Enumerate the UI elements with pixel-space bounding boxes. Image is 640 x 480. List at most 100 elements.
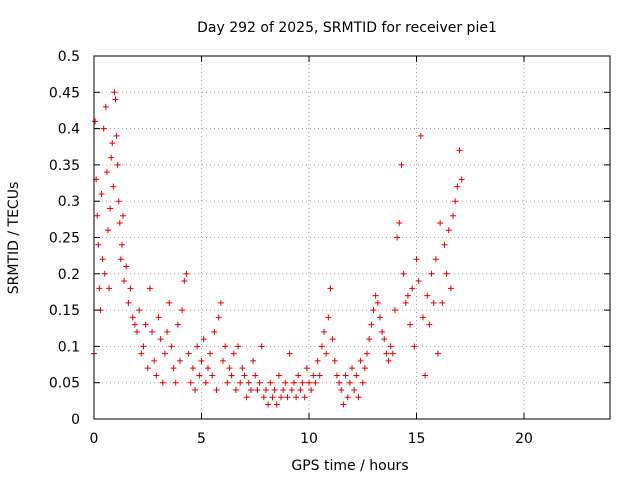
data-point	[402, 299, 409, 306]
data-point	[222, 343, 229, 350]
y-tick-label: 0.3	[58, 194, 80, 210]
data-point	[396, 219, 403, 226]
data-point	[316, 372, 323, 379]
data-point	[458, 176, 465, 183]
x-tick-label: 15	[408, 431, 426, 447]
data-point	[340, 401, 347, 408]
data-point	[280, 386, 287, 393]
data-point	[101, 270, 108, 277]
data-point	[428, 270, 435, 277]
data-point	[454, 183, 461, 190]
data-point	[102, 103, 109, 110]
data-point	[258, 343, 265, 350]
data-point	[106, 285, 113, 292]
data-point	[273, 401, 280, 408]
data-point	[140, 343, 147, 350]
data-point	[217, 299, 224, 306]
data-point	[161, 350, 168, 357]
data-point	[209, 372, 216, 379]
data-point	[115, 198, 122, 205]
data-point	[437, 219, 444, 226]
data-point	[207, 350, 214, 357]
data-point	[98, 190, 105, 197]
data-point	[422, 372, 429, 379]
data-point	[413, 256, 420, 263]
x-tick-label: 10	[300, 431, 318, 447]
data-point	[372, 292, 379, 299]
data-point	[254, 386, 261, 393]
data-point	[282, 379, 289, 386]
data-point	[389, 350, 396, 357]
data-point	[118, 241, 125, 248]
data-point	[113, 132, 120, 139]
data-point	[99, 256, 106, 263]
data-point	[314, 357, 321, 364]
data-point	[398, 161, 405, 168]
data-point	[387, 343, 394, 350]
data-point	[417, 132, 424, 139]
data-point	[250, 357, 257, 364]
data-point	[123, 263, 130, 270]
data-point	[239, 365, 246, 372]
data-point	[200, 336, 207, 343]
data-point	[290, 379, 297, 386]
plot-frame	[93, 55, 611, 420]
data-point	[149, 328, 156, 335]
data-point	[271, 386, 278, 393]
data-point	[136, 307, 143, 314]
data-point	[323, 350, 330, 357]
data-point	[110, 183, 117, 190]
data-point	[368, 321, 375, 328]
data-point	[321, 328, 328, 335]
data-point	[177, 357, 183, 364]
data-point	[230, 350, 237, 357]
data-point	[116, 219, 123, 226]
x-tick-label: 5	[197, 431, 206, 447]
data-point	[327, 285, 334, 292]
data-point	[247, 386, 254, 393]
data-point	[196, 372, 203, 379]
data-point	[318, 343, 325, 350]
data-point	[284, 394, 291, 401]
data-point	[450, 212, 457, 219]
data-point	[95, 241, 102, 248]
data-point	[385, 357, 392, 364]
data-point	[370, 307, 377, 314]
data-point	[224, 379, 231, 386]
data-point	[392, 307, 398, 314]
data-point	[329, 336, 336, 343]
data-point	[183, 270, 190, 277]
data-point	[299, 379, 306, 386]
data-point	[407, 321, 414, 328]
data-point	[189, 365, 196, 372]
data-point	[134, 328, 140, 335]
y-tick-label: 0.1	[58, 339, 80, 355]
data-point	[164, 328, 171, 335]
data-point	[155, 314, 162, 321]
data-point	[168, 343, 175, 350]
y-tick-label: 0	[71, 412, 80, 428]
data-point	[306, 379, 312, 386]
data-point	[220, 357, 226, 364]
data-point	[187, 379, 194, 386]
data-point	[278, 394, 285, 401]
data-point	[338, 386, 345, 393]
data-point	[364, 350, 371, 357]
data-point	[435, 350, 441, 357]
data-point	[202, 379, 209, 386]
data-point	[121, 278, 128, 285]
data-point	[297, 386, 304, 393]
data-point	[303, 365, 310, 372]
data-point	[424, 292, 431, 299]
x-tick-label: 20	[515, 431, 533, 447]
data-point	[107, 205, 114, 212]
data-point	[415, 278, 422, 285]
data-point	[376, 314, 383, 321]
y-tick-label: 0.5	[58, 49, 80, 65]
y-axis-label: SRMTID / TECUs	[6, 182, 22, 295]
data-point	[400, 270, 407, 277]
data-point	[125, 299, 132, 306]
data-point	[237, 379, 244, 386]
data-point	[260, 394, 267, 401]
